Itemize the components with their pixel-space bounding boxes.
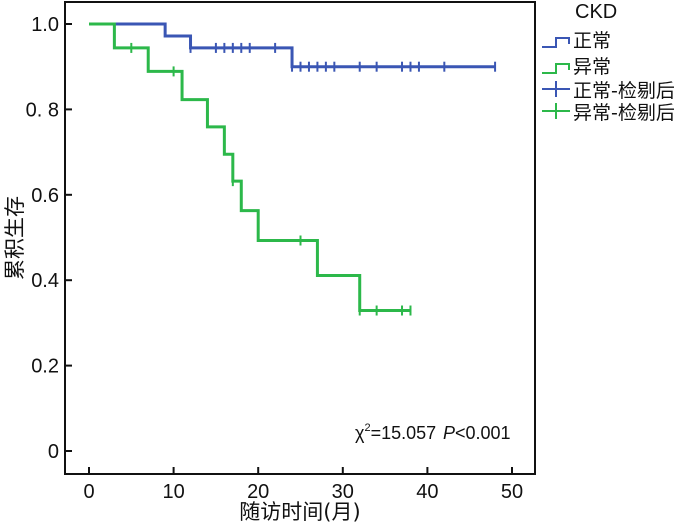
legend: CKD 正常 异常 正常-检剔后 异常-检剔后	[542, 1, 675, 124]
plot-frame	[64, 1, 536, 475]
legend-item-normal: 正常	[542, 30, 611, 52]
chi-value: =15.057	[371, 423, 437, 443]
x-tick-label: 0	[83, 481, 94, 503]
x-tick-label: 20	[247, 481, 269, 503]
survival-curve-normal	[89, 22, 496, 69]
p-symbol: P	[443, 423, 455, 443]
y-tick-label: 0.2	[31, 356, 59, 378]
y-tick-label: 0.4	[31, 270, 59, 292]
y-axis-title: 累积生存	[3, 196, 27, 280]
legend-label: 异常	[573, 56, 611, 78]
y-tick-label: 0	[48, 441, 59, 463]
y-tick-label: 1.0	[31, 14, 59, 36]
annotation: χ2=15.057 P<0.001	[355, 422, 511, 443]
legend-label: 正常	[573, 30, 611, 52]
legend-label: 异常-检剔后	[573, 102, 675, 124]
legend-label: 正常-检剔后	[573, 80, 675, 102]
x-tick-label: 50	[501, 481, 523, 503]
x-tick-label: 30	[332, 481, 354, 503]
x-axis-title: 随访时间(月)	[239, 500, 360, 524]
legend-item-abnormal-censored: 异常-检剔后	[542, 102, 675, 124]
svg-text:χ2=15.057: χ2=15.057	[355, 422, 436, 443]
chi-symbol: χ	[355, 423, 365, 443]
x-tick-label: 40	[416, 481, 438, 503]
svg-text:P<0.001: P<0.001	[443, 423, 511, 443]
survival-curve-abnormal	[89, 22, 411, 313]
legend-censor-icon	[542, 103, 570, 119]
p-value: <0.001	[455, 423, 511, 443]
x-tick-label: 10	[162, 481, 184, 503]
legend-item-abnormal: 异常	[542, 56, 611, 78]
legend-step-icon	[542, 63, 570, 74]
legend-title: CKD	[575, 1, 617, 23]
legend-censor-icon	[542, 81, 570, 97]
legend-item-normal-censored: 正常-检剔后	[542, 80, 675, 102]
y-tick-label: 0. 8	[26, 99, 59, 121]
legend-step-icon	[542, 37, 570, 48]
y-tick-label: 0.6	[31, 185, 59, 207]
chi-superscript: 2	[364, 422, 370, 434]
